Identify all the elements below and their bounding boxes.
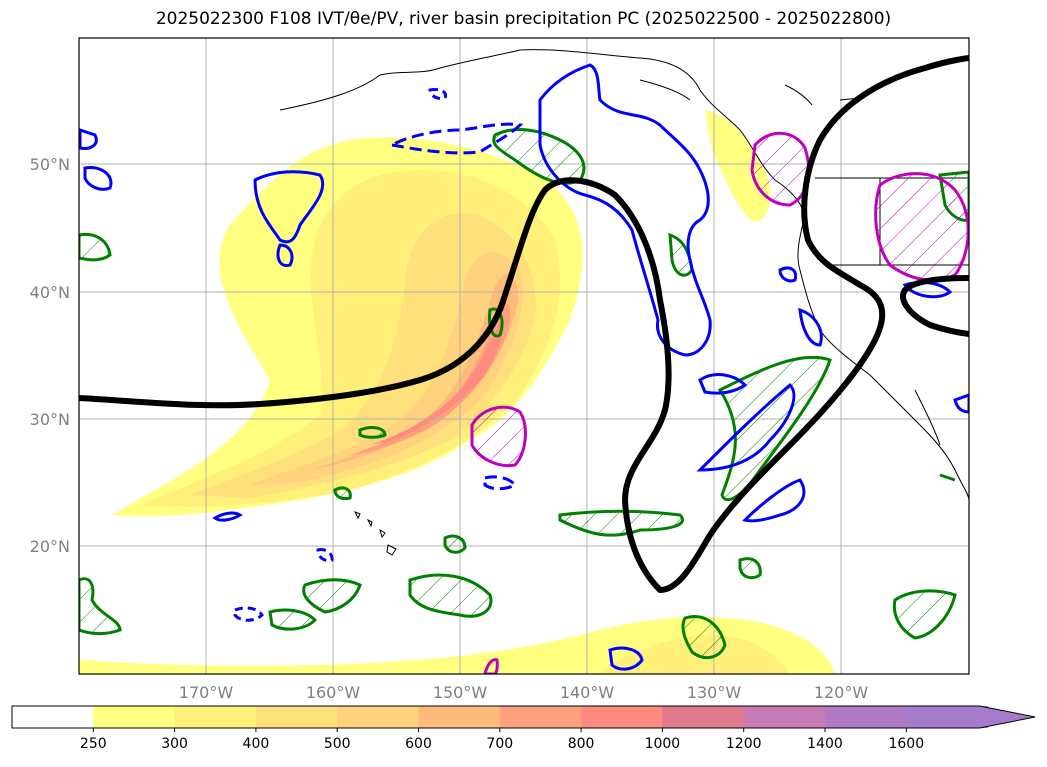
colorbar-segment: [255, 706, 338, 728]
colorbar-tick-label: 300: [161, 736, 188, 752]
graticule: [79, 38, 969, 674]
map-title: 2025022300 F108 IVT/θe/PV, river basin p…: [155, 9, 892, 29]
colorbar-segment: [825, 706, 907, 728]
theta-e-contours-blue: [79, 63, 969, 671]
ivt-400: [190, 212, 536, 498]
colorbar-tick-label: 1600: [888, 736, 924, 752]
colorbar-tick-label: 600: [405, 736, 432, 752]
colorbar-tick-label: 1400: [807, 736, 843, 752]
map-frame: [78, 37, 970, 675]
colorbar-tick-label: 1200: [726, 736, 762, 752]
lat-label-20: 20°N: [30, 537, 70, 556]
colorbar: 250 300 400 500 600 700 800 1000 1200 1400 1600: [11, 705, 1036, 752]
pv-contours-green: [79, 128, 969, 660]
colorbar-extend-arrow: [906, 706, 1035, 728]
colorbar-segment: [581, 706, 663, 728]
ivt-contours-black: [79, 55, 969, 593]
colorbar-tick-label: 400: [243, 736, 270, 752]
colorbar-tick-label: 500: [324, 736, 351, 752]
colorbar-tick-label: 1000: [645, 736, 681, 752]
lon-label-130w: 130°W: [687, 683, 742, 702]
colorbar-segment: [12, 706, 94, 728]
colorbar-segment: [93, 706, 176, 728]
lon-label-120w: 120°W: [814, 683, 869, 702]
colorbar-segment: [418, 706, 501, 728]
lat-label-30: 30°N: [30, 410, 70, 429]
colorbar-segment: [174, 706, 257, 728]
lon-label-140w: 140°W: [560, 683, 615, 702]
colorbar-outline: [11, 705, 1036, 729]
lon-label-160w: 160°W: [306, 683, 361, 702]
lon-label-150w: 150°W: [433, 683, 488, 702]
colorbar-segment: [337, 706, 419, 728]
lat-label-40: 40°N: [30, 283, 70, 302]
colorbar-tick-label: 800: [568, 736, 595, 752]
colorbar-tick-label: 700: [486, 736, 513, 752]
colorbar-segment: [499, 706, 582, 728]
lat-label-50: 50°N: [30, 155, 70, 174]
precip-pc-contours-magenta: [470, 131, 969, 674]
lon-label-170w: 170°W: [179, 683, 234, 702]
ivt-800: [370, 318, 504, 445]
colorbar-segment: [743, 706, 826, 728]
colorbar-segment: [662, 706, 745, 728]
colorbar-tick-label: 250: [80, 736, 107, 752]
ivt-250-nw: [705, 110, 771, 222]
